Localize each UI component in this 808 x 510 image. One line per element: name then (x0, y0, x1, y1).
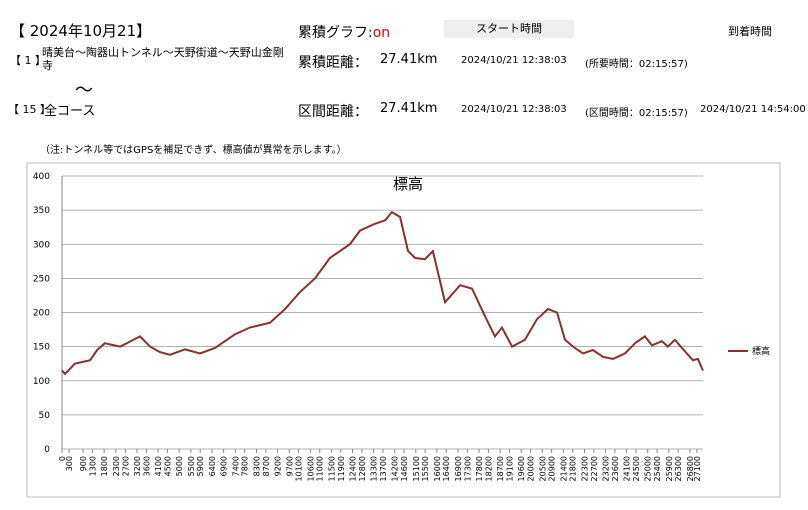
x-tick-label: 5500 (187, 456, 196, 476)
x-tick-label: 4500 (163, 456, 172, 476)
chart-title: 標高 (393, 175, 423, 193)
row2-dist: 27.41km (380, 101, 438, 116)
x-tick-label: 9200 (274, 456, 283, 476)
row1-duration: (所要時間：02:15:57) (585, 59, 688, 70)
x-tick-label: 8300 (252, 456, 261, 476)
x-tick-label: 20900 (548, 456, 557, 481)
x-tick-label: 18700 (496, 456, 505, 481)
x-tick-label: 16900 (454, 456, 463, 481)
x-tick-label: 11000 (316, 456, 325, 481)
chart-frame (26, 162, 781, 498)
x-tick-label: 7800 (241, 456, 250, 476)
x-tick-label: 23200 (602, 456, 611, 481)
line (61, 210, 704, 376)
row1-dist-label: 累積距離： (298, 55, 368, 71)
y-tick-label: 350 (33, 206, 50, 216)
y-tick-label: 0 (44, 445, 50, 455)
x-tick-label: 300 (65, 456, 74, 471)
x-tick-label: 24500 (632, 456, 641, 481)
x-tick-label: 3200 (133, 456, 142, 476)
x-tick-label: 16000 (433, 456, 442, 481)
x-tick-label: 13300 (370, 456, 379, 481)
tilde: ～ (75, 80, 93, 101)
x-tick-label: 900 (79, 456, 88, 471)
x-tick-label: 2700 (121, 456, 130, 476)
x-tick-label: 12400 (349, 456, 358, 481)
arrival-label: 到着時間 (728, 25, 772, 38)
x-tick-label: 1800 (100, 456, 109, 476)
x-tick-label: 6900 (220, 456, 229, 476)
x-tick-label: 19600 (517, 456, 526, 481)
y-tick-label: 50 (39, 411, 51, 421)
x-tick-label: 1300 (88, 456, 97, 476)
x-tick-label: 10100 (295, 456, 304, 481)
row2-index: 【 15 】 (8, 103, 51, 116)
x-tick-label: 25400 (653, 456, 662, 481)
y-tick-label: 200 (33, 309, 50, 319)
legend-label: 標高 (752, 345, 770, 357)
row1-dist: 27.41km (380, 52, 438, 67)
x-tick-label: 22700 (590, 456, 599, 481)
x-tick-label: 17800 (475, 456, 484, 481)
x-tick-label: 3600 (142, 456, 151, 476)
y-tick-label: 100 (33, 377, 50, 387)
x-tick-label: 20000 (527, 456, 536, 481)
note: （注:トンネル等ではGPSを補足できず、標高値が異常を示します。） (40, 145, 347, 156)
x-tick-label: 6400 (208, 456, 217, 476)
start-label: スタート時間 (444, 20, 574, 38)
x-tick-label: 27100 (693, 456, 702, 481)
x-tick-label: 17300 (463, 456, 472, 481)
x-tick-label: 25000 (644, 456, 653, 481)
x-tick-label: 4100 (154, 456, 163, 476)
x-tick-label: 12800 (358, 456, 367, 481)
row2-arrival: 2024/10/21 14:54:00 (700, 104, 806, 115)
x-tick-label: 5000 (175, 456, 184, 476)
x-tick-label: 14600 (400, 456, 409, 481)
y-tick-label: 400 (33, 172, 50, 182)
x-tick-label: 9700 (285, 456, 294, 476)
x-tick-label: 24100 (623, 456, 632, 481)
x-tick-label: 15100 (412, 456, 421, 481)
x-tick-label: 15500 (421, 456, 430, 481)
x-tick-label: 23600 (611, 456, 620, 481)
graph-label: 累積グラフ:on (298, 22, 390, 42)
x-tick-label: 21400 (559, 456, 568, 481)
graph-state[interactable]: on (372, 25, 391, 41)
x-tick-label: 16400 (442, 456, 451, 481)
graph-label-text: 累積グラフ: (298, 25, 373, 41)
x-tick-label: 25900 (665, 456, 674, 481)
y-tick-label: 300 (33, 240, 50, 250)
date: 【 2024年10月21】 (10, 22, 152, 40)
x-tick-label: 19100 (505, 456, 514, 481)
x-tick-label: 13700 (379, 456, 388, 481)
row1-course: 晴美台～陶器山トンネル～天野街道～天野山金剛寺 (42, 46, 284, 72)
x-tick-label: 0 (58, 456, 67, 461)
y-tick-label: 250 (33, 274, 50, 284)
x-tick-label: 7400 (231, 456, 240, 476)
row1-index: 【 1 】 (10, 54, 46, 67)
x-tick-label: 14200 (391, 456, 400, 481)
x-tick-label: 21800 (569, 456, 578, 481)
x-tick-label: 26800 (686, 456, 695, 481)
x-tick-label: 8700 (262, 456, 271, 476)
row2-start: 2024/10/21 12:38:03 (461, 104, 567, 115)
x-tick-label: 11900 (337, 456, 346, 481)
row2-duration: (区間時間：02:15:57) (585, 108, 688, 119)
x-tick-label: 11500 (327, 456, 336, 481)
y-tick-label: 150 (33, 343, 50, 353)
x-tick-label: 22300 (580, 456, 589, 481)
row1-start: 2024/10/21 12:38:03 (461, 55, 567, 66)
x-tick-label: 10600 (306, 456, 315, 481)
row2-course: 全コース (44, 104, 96, 119)
x-tick-label: 18200 (484, 456, 493, 481)
x-tick-label: 26300 (674, 456, 683, 481)
x-tick-label: 2300 (112, 456, 121, 476)
x-tick-label: 20500 (538, 456, 547, 481)
row2-dist-label: 区間距離： (298, 104, 368, 120)
x-tick-label: 5900 (196, 456, 205, 476)
